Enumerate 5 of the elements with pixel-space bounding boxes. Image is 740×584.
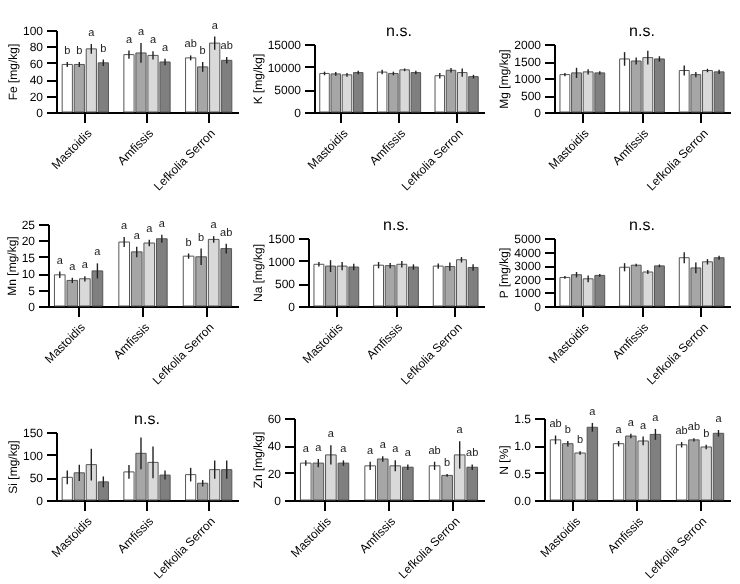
- text: n.s.: [386, 22, 412, 40]
- text: n.s.: [629, 22, 655, 40]
- text: n.s.: [134, 410, 160, 428]
- text: n.s.: [383, 216, 409, 234]
- text: n.s.: [629, 216, 655, 234]
